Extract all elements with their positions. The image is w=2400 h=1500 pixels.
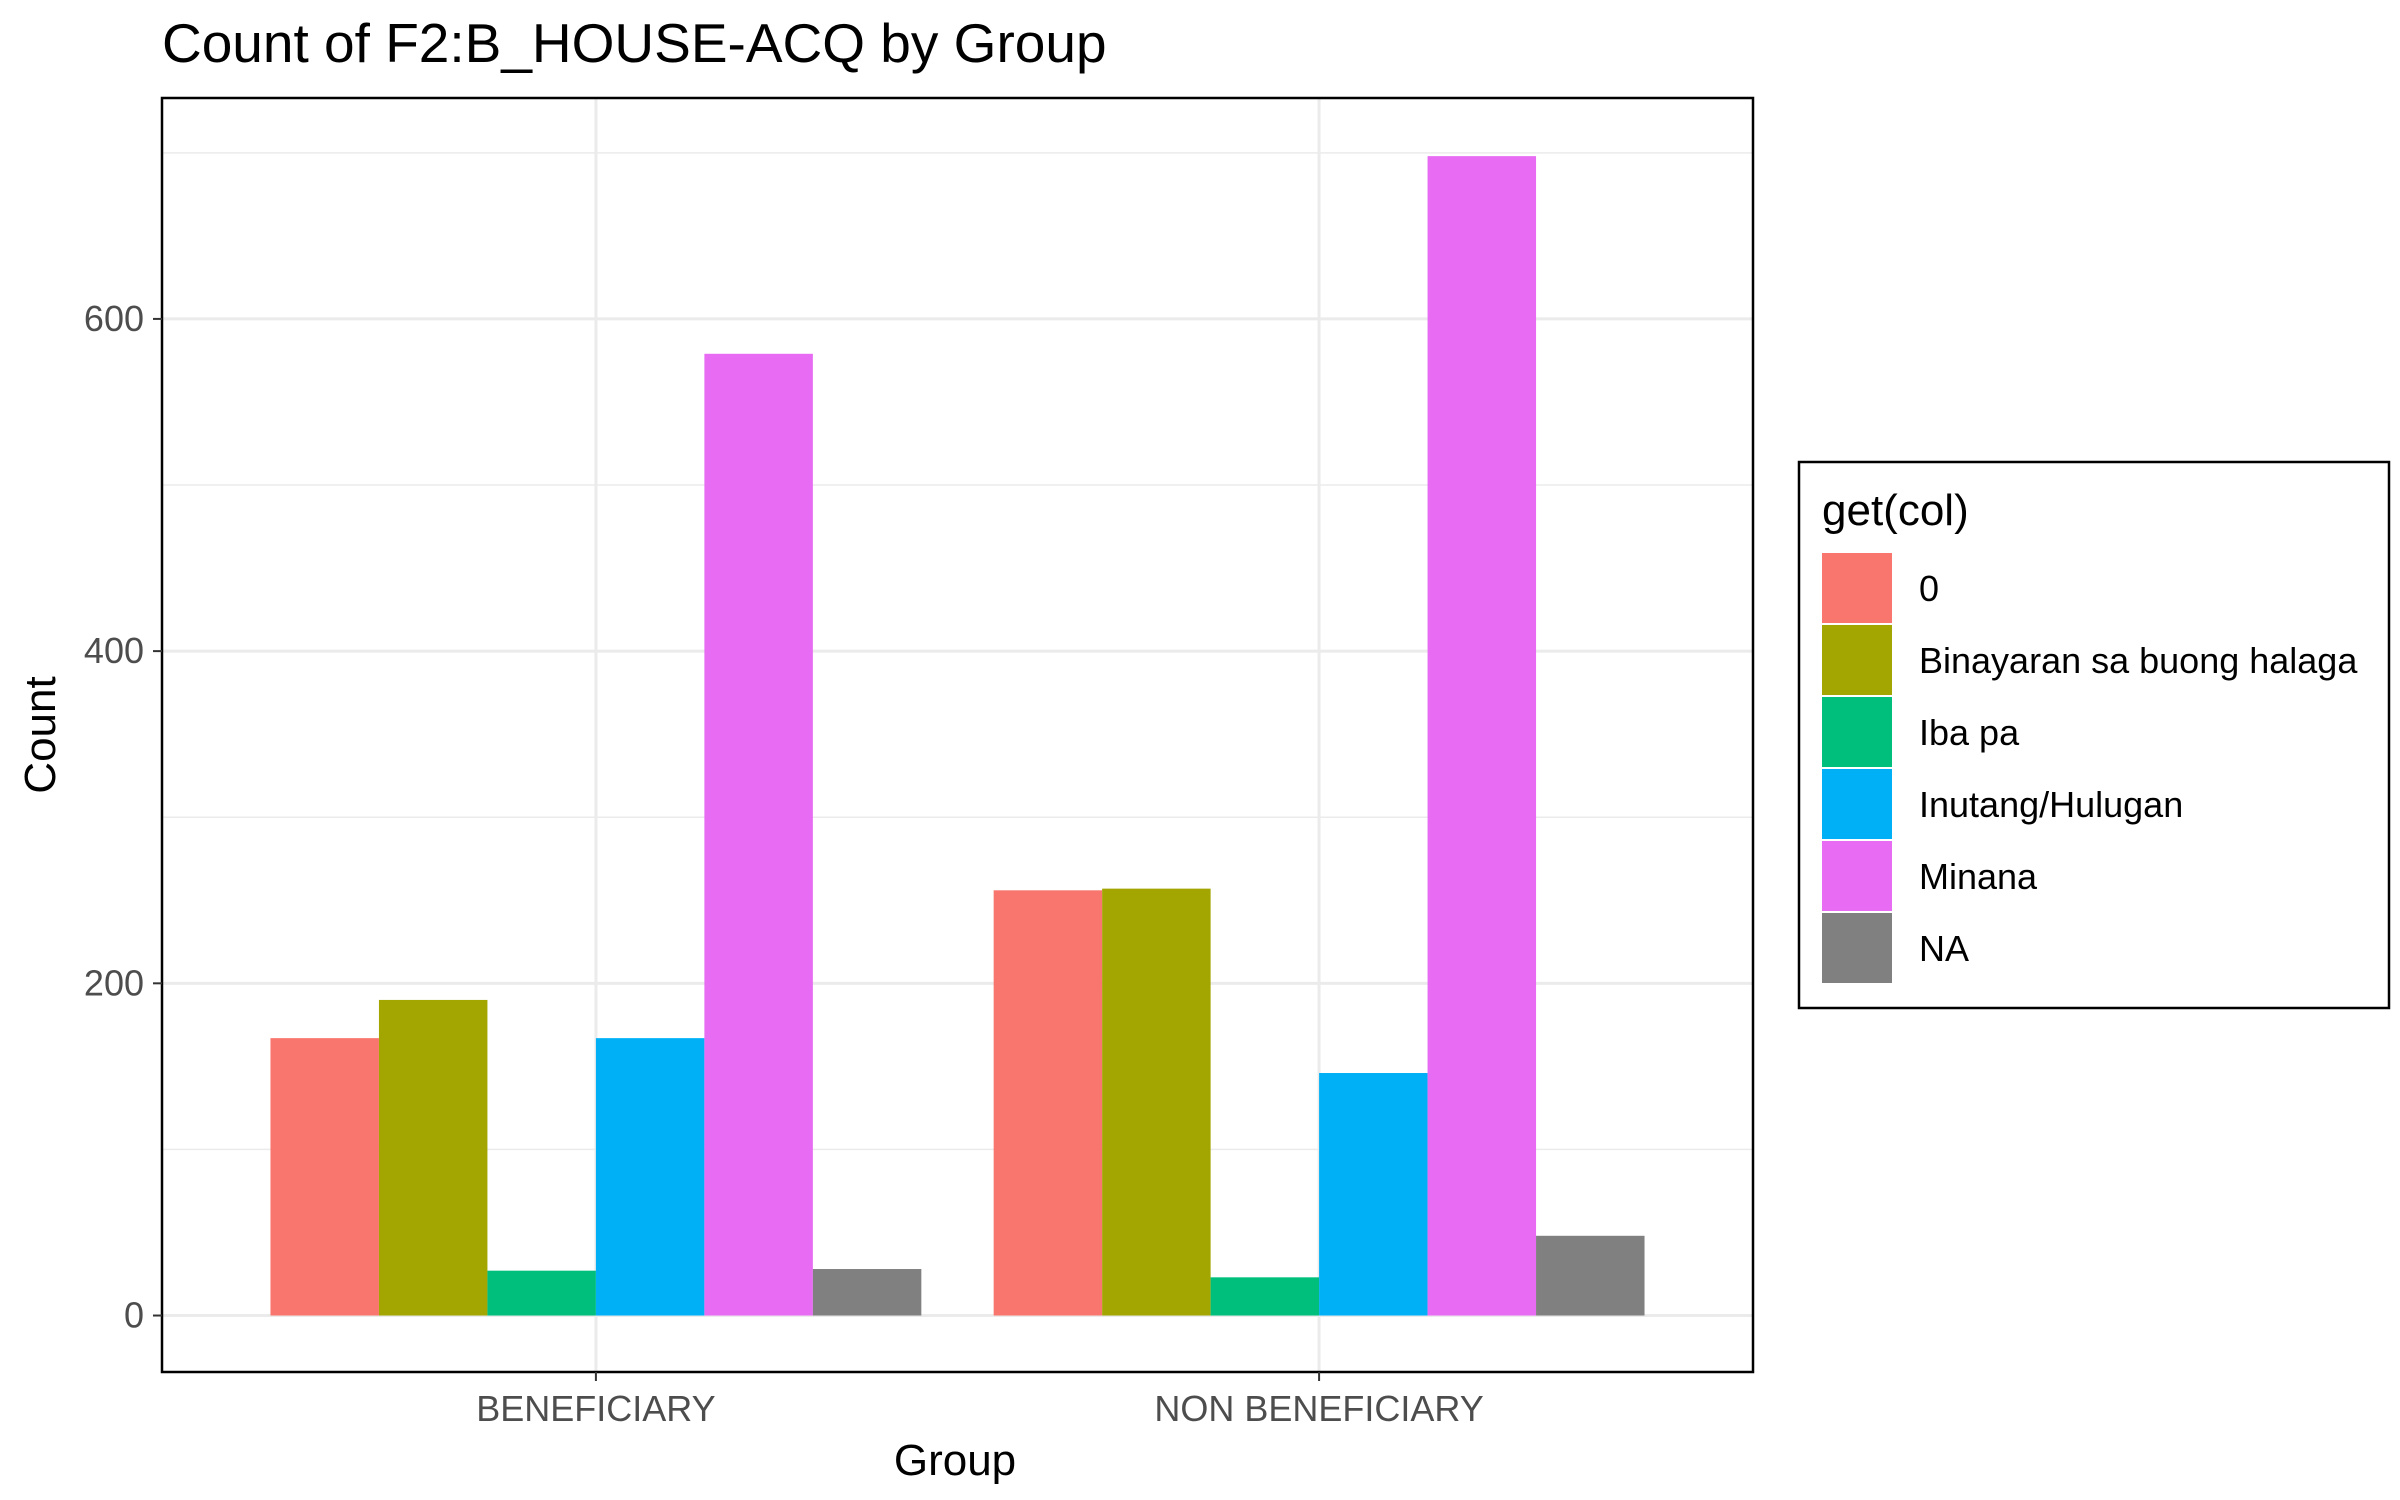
plot-panel-border — [160, 96, 1755, 1374]
legend-key — [1822, 841, 1892, 911]
legend-label: NA — [1919, 928, 1969, 969]
bar-0-beneficiary — [270, 1038, 379, 1316]
y-axis-ticks: 0 200 400 600 — [84, 298, 162, 1336]
legend-label: Inutang/Hulugan — [1919, 784, 2183, 825]
legend-key — [1822, 625, 1892, 695]
bar-inutang-hulugan-non-beneficiary — [1319, 1073, 1428, 1316]
plot-panel — [160, 96, 1755, 1374]
legend-key — [1822, 553, 1892, 623]
legend-label: 0 — [1919, 568, 1939, 609]
legend-key — [1822, 769, 1892, 839]
legend-title: get(col) — [1822, 486, 1969, 535]
bar-iba-pa-non-beneficiary — [1210, 1277, 1320, 1316]
legend-label: Iba pa — [1919, 712, 2020, 753]
bar-binayaran-sa-buong-halaga-beneficiary — [378, 999, 488, 1316]
bar-binayaran-sa-buong-halaga-non-beneficiary — [1102, 888, 1211, 1316]
y-tick-label: 400 — [84, 630, 144, 671]
y-tick-label: 200 — [84, 962, 144, 1003]
x-axis-title: Group — [894, 1436, 1016, 1485]
bar-na-beneficiary — [812, 1269, 922, 1316]
chart-title: Count of F2:B_HOUSE-ACQ by Group — [162, 12, 1107, 74]
legend: get(col) 0 Binayaran sa buong halaga Iba p… — [1797, 460, 2391, 1010]
bar-0-non-beneficiary — [993, 890, 1103, 1316]
legend-key — [1822, 697, 1892, 767]
legend-label: Binayaran sa buong halaga — [1919, 640, 2358, 681]
bar-na-non-beneficiary — [1536, 1235, 1645, 1316]
bars — [270, 156, 1645, 1316]
bar-minana-beneficiary — [704, 353, 813, 1316]
y-axis-title: Count — [16, 676, 65, 793]
bar-iba-pa-beneficiary — [487, 1270, 596, 1316]
bar-inutang-hulugan-beneficiary — [595, 1038, 705, 1316]
x-tick-label: NON BENEFICIARY — [1154, 1388, 1483, 1429]
legend-key — [1822, 913, 1892, 983]
bar-minana-non-beneficiary — [1427, 156, 1537, 1316]
y-tick-label: 0 — [124, 1295, 144, 1336]
x-tick-label: BENEFICIARY — [476, 1388, 715, 1429]
x-axis-ticks: BENEFICIARY NON BENEFICIARY — [476, 1372, 1484, 1429]
legend-items: 0 Binayaran sa buong halaga Iba pa Inutang/… — [1822, 553, 2358, 983]
legend-box — [1797, 460, 2391, 1010]
legend-label: Minana — [1919, 856, 2038, 897]
y-tick-label: 600 — [84, 298, 144, 339]
